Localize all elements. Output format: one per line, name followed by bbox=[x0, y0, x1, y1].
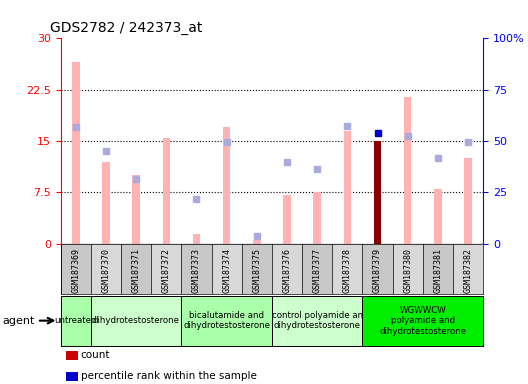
Bar bbox=[72, 62, 80, 244]
Text: GSM187379: GSM187379 bbox=[373, 248, 382, 293]
Bar bbox=[253, 240, 261, 244]
Bar bbox=[434, 189, 441, 244]
Bar bbox=[193, 233, 200, 244]
Bar bbox=[332, 244, 362, 294]
Text: GSM187374: GSM187374 bbox=[222, 248, 231, 293]
Bar bbox=[91, 244, 121, 294]
Text: GSM187378: GSM187378 bbox=[343, 248, 352, 293]
Bar bbox=[91, 296, 182, 346]
Bar bbox=[212, 244, 242, 294]
Bar bbox=[314, 192, 321, 244]
Text: control polyamide an
dihydrotestosterone: control polyamide an dihydrotestosterone bbox=[271, 311, 363, 330]
Bar bbox=[464, 158, 472, 244]
Text: dihydrotestosterone: dihydrotestosterone bbox=[92, 316, 180, 325]
Bar bbox=[242, 244, 272, 294]
Text: GSM187381: GSM187381 bbox=[433, 248, 442, 293]
Bar bbox=[102, 162, 110, 244]
Text: bicalutamide and
dihydrotestosterone: bicalutamide and dihydrotestosterone bbox=[183, 311, 270, 330]
Text: WGWWCW
polyamide and
dihydrotestosterone: WGWWCW polyamide and dihydrotestosterone bbox=[379, 306, 466, 336]
Text: GSM187375: GSM187375 bbox=[252, 248, 261, 293]
Text: GSM187373: GSM187373 bbox=[192, 248, 201, 293]
Bar bbox=[151, 244, 182, 294]
Bar bbox=[163, 138, 170, 244]
Bar bbox=[453, 244, 483, 294]
Bar bbox=[61, 244, 91, 294]
Bar bbox=[423, 244, 453, 294]
Bar bbox=[272, 244, 302, 294]
Text: count: count bbox=[81, 350, 110, 360]
Text: untreated: untreated bbox=[54, 316, 97, 325]
Bar bbox=[302, 244, 332, 294]
Bar bbox=[362, 296, 483, 346]
Bar bbox=[374, 141, 381, 244]
Bar bbox=[283, 195, 291, 244]
Bar bbox=[61, 296, 91, 346]
Text: GSM187370: GSM187370 bbox=[101, 248, 110, 293]
Bar bbox=[182, 244, 212, 294]
Text: GSM187371: GSM187371 bbox=[131, 248, 140, 293]
Bar bbox=[393, 244, 423, 294]
Bar bbox=[223, 127, 230, 244]
Bar bbox=[362, 244, 393, 294]
Bar bbox=[133, 175, 140, 244]
Text: percentile rank within the sample: percentile rank within the sample bbox=[81, 371, 257, 381]
Text: GSM187377: GSM187377 bbox=[313, 248, 322, 293]
Bar bbox=[272, 296, 362, 346]
Text: GSM187380: GSM187380 bbox=[403, 248, 412, 293]
Bar bbox=[121, 244, 151, 294]
Text: GSM187372: GSM187372 bbox=[162, 248, 171, 293]
Text: GSM187382: GSM187382 bbox=[464, 248, 473, 293]
Bar bbox=[182, 296, 272, 346]
Bar bbox=[404, 97, 411, 244]
Text: GDS2782 / 242373_at: GDS2782 / 242373_at bbox=[50, 21, 203, 35]
Text: GSM187376: GSM187376 bbox=[282, 248, 291, 293]
Text: agent: agent bbox=[3, 316, 35, 326]
Text: GSM187369: GSM187369 bbox=[71, 248, 80, 293]
Bar bbox=[344, 131, 351, 244]
